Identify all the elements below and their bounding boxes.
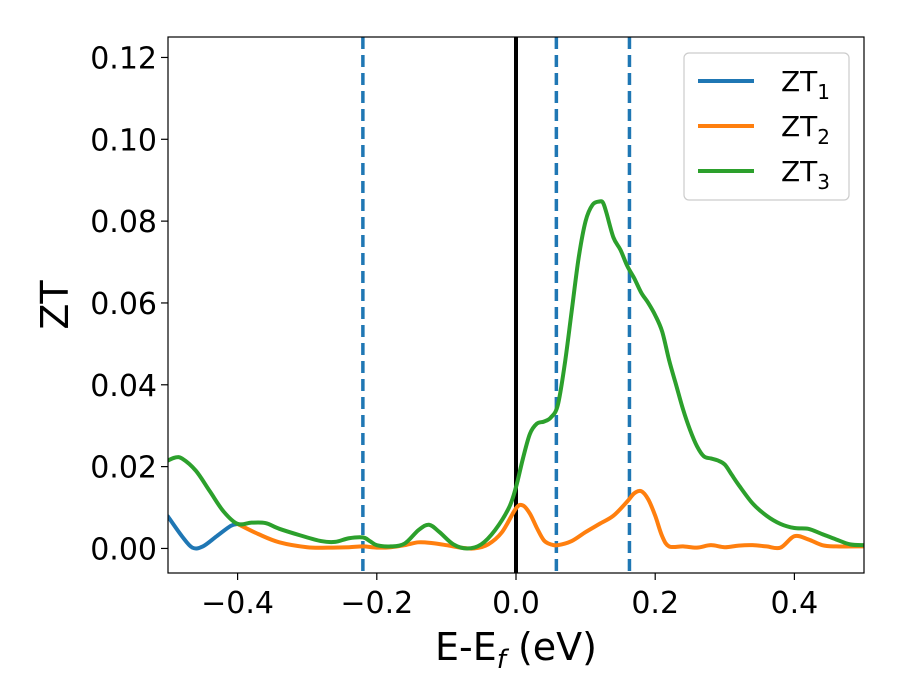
y-tick-label: 0.02 bbox=[90, 451, 157, 486]
x-tick-label: 0.2 bbox=[631, 586, 679, 621]
y-tick-label: 0.08 bbox=[90, 205, 157, 240]
x-tick-label: 0.0 bbox=[492, 586, 540, 621]
x-axis-ticks: −0.4 −0.2 0.0 0.2 0.4 bbox=[201, 573, 818, 621]
y-tick-label: 0.04 bbox=[90, 369, 157, 404]
legend-box bbox=[683, 52, 850, 201]
x-tick-label: 0.4 bbox=[771, 586, 819, 621]
y-tick-label: 0.06 bbox=[90, 287, 157, 322]
y-axis-ticks: 0.00 0.02 0.04 0.06 0.08 0.10 0.12 bbox=[90, 41, 168, 567]
series-line-zt3 bbox=[168, 199, 864, 551]
legend-label-zt2: ZT2 bbox=[781, 110, 830, 149]
y-tick-label: 0.12 bbox=[90, 41, 157, 76]
y-axis-label: ZT bbox=[33, 280, 77, 330]
legend-label-zt1: ZT1 bbox=[781, 65, 830, 104]
x-axis-label: E-Ef (eV) bbox=[435, 625, 597, 675]
series-line-zt1 bbox=[168, 514, 240, 551]
x-tick-label: −0.2 bbox=[340, 586, 413, 621]
y-tick-label: 0.00 bbox=[90, 532, 157, 567]
series-group bbox=[168, 199, 864, 551]
legend-label-zt3: ZT3 bbox=[781, 155, 830, 194]
vertical-reference-lines bbox=[361, 37, 632, 573]
y-tick-label: 0.10 bbox=[90, 123, 157, 158]
x-tick-label: −0.4 bbox=[201, 586, 274, 621]
legend: ZT1 ZT2 ZT3 bbox=[683, 52, 850, 201]
